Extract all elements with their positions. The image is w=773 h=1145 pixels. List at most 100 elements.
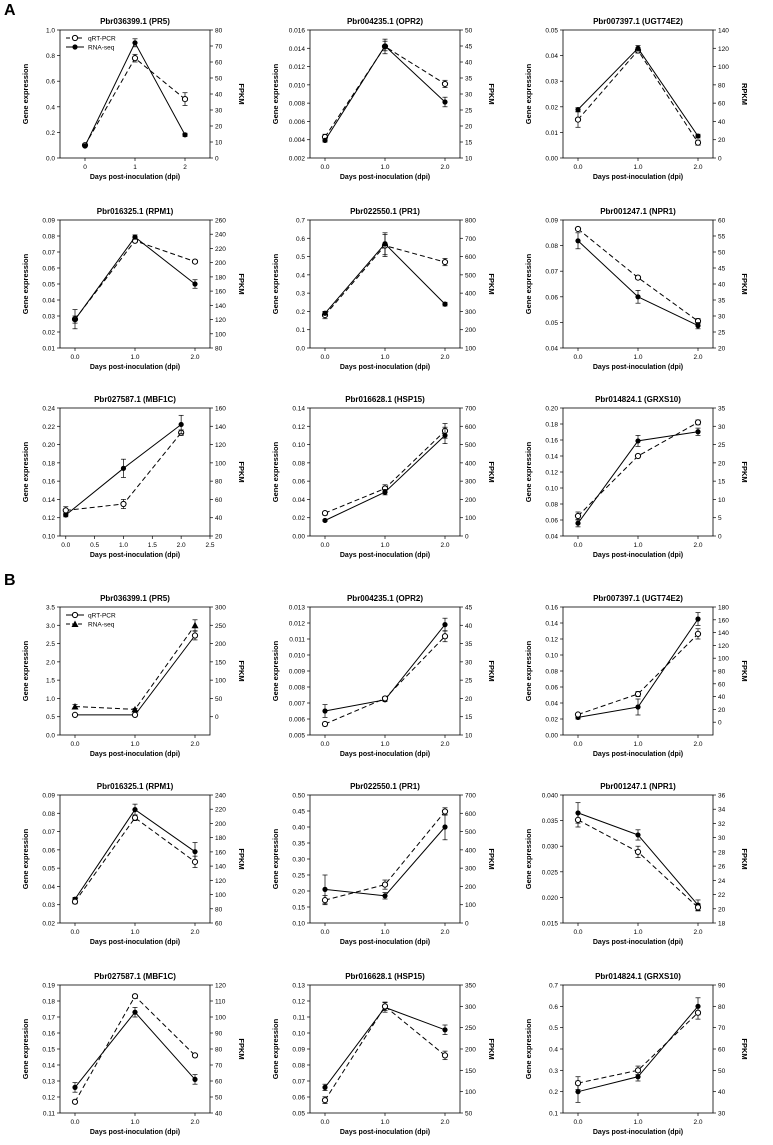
y-tick-label: 1.5 xyxy=(46,678,55,685)
y-tick-label: 0.1 xyxy=(296,327,305,334)
y-tick-label: 0.4 xyxy=(46,104,55,111)
y-tick-label: 0.04 xyxy=(545,701,558,708)
y2-tick-label: 500 xyxy=(465,272,476,279)
y-tick-label: 0.07 xyxy=(545,269,558,276)
chart-b8: Pbr016628.1 (HSP15) 0.05 0.06 0.07 0.08 0.09 0… xyxy=(271,972,496,1136)
y2-tick-label: 45 xyxy=(465,605,473,612)
data-point-rna-seq xyxy=(191,858,199,865)
y2-tick-label: 90 xyxy=(215,1031,223,1038)
y-axis-label: Gene expression xyxy=(271,441,280,502)
y2-axis-label: FPKM xyxy=(487,848,496,869)
y-tick-label: 0.0 xyxy=(46,156,55,163)
y-axis-label: Gene expression xyxy=(21,441,30,502)
y2-tick-label: 35 xyxy=(718,298,726,305)
y2-tick-label: 0 xyxy=(465,921,469,928)
y-tick-label: 0.07 xyxy=(42,250,55,257)
y-tick-label: 0.00 xyxy=(545,156,558,163)
x-tick-label: 2.0 xyxy=(693,164,702,171)
data-point-qrt-pcr xyxy=(191,258,199,265)
chart-title: Pbr004235.1 (OPR2) xyxy=(347,17,423,26)
y-tick-label: 0.08 xyxy=(42,234,55,241)
y-tick-label: 0.15 xyxy=(42,1047,55,1054)
y2-tick-label: 20 xyxy=(718,346,726,353)
x-axis-label: Days post-inoculation (dpi) xyxy=(593,939,683,946)
y2-tick-label: 25 xyxy=(465,108,473,115)
y-tick-label: 0.06 xyxy=(42,847,55,854)
y2-tick-label: 20 xyxy=(215,534,223,541)
data-point-qrt-pcr xyxy=(321,510,329,517)
x-tick-label: 0 xyxy=(83,164,87,171)
y-tick-label: 0.3 xyxy=(296,291,305,298)
data-point-rna-seq xyxy=(441,808,449,815)
chart-a7: Pbr027587.1 (MBF1C) 0.10 0.12 0.14 0.16 0.18 0… xyxy=(21,395,246,559)
series-line-qrt-pcr xyxy=(75,635,196,716)
y-tick-label: 0.06 xyxy=(545,685,558,692)
y2-axis-label: FPKM xyxy=(237,1038,246,1059)
y-axis-label: Gene expression xyxy=(524,441,533,502)
data-point-qrt-pcr xyxy=(132,807,138,813)
y-tick-label: 0.14 xyxy=(42,497,55,504)
x-tick-label: 2.0 xyxy=(190,741,199,748)
y2-tick-label: 100 xyxy=(465,346,476,353)
x-tick-label: 1.0 xyxy=(119,542,128,549)
chart-title: Pbr014824.1 (GRXS10) xyxy=(595,395,681,404)
y2-tick-label: 50 xyxy=(718,250,726,257)
data-point-rna-seq xyxy=(321,897,329,904)
y2-tick-label: 700 xyxy=(465,236,476,243)
y-tick-label: 0.20 xyxy=(42,442,55,449)
y-axis-label: Gene expression xyxy=(524,63,533,124)
y-axis-label: Gene expression xyxy=(271,828,280,889)
y2-tick-label: 100 xyxy=(718,64,729,71)
data-point-qrt-pcr xyxy=(181,96,189,103)
y-tick-label: 0.035 xyxy=(542,818,559,825)
data-point-rna-seq xyxy=(321,1097,329,1104)
y2-tick-label: 10 xyxy=(718,497,726,504)
x-tick-label: 1.0 xyxy=(130,1119,139,1126)
y2-tick-label: 15 xyxy=(718,479,726,486)
y2-tick-label: 260 xyxy=(215,218,226,225)
data-point-rna-seq xyxy=(131,814,139,821)
y2-tick-label: 600 xyxy=(465,254,476,261)
y2-tick-label: 300 xyxy=(465,309,476,316)
chart-b6: Pbr001247.1 (NPR1)0.0150.0200.0250.0300.… xyxy=(524,782,749,946)
y2-tick-label: 25 xyxy=(718,442,726,449)
data-point-rna-seq xyxy=(63,512,69,518)
x-axis-label: Days post-inoculation (dpi) xyxy=(90,1129,180,1136)
y-tick-label: 0.004 xyxy=(289,137,306,144)
y2-tick-label: 50 xyxy=(215,1095,223,1102)
series-line-rna-seq xyxy=(577,633,699,715)
y2-tick-label: 300 xyxy=(465,479,476,486)
legend-label: qRT-PCR xyxy=(88,613,116,620)
data-point-qrt-pcr xyxy=(694,139,702,146)
y2-tick-label: 70 xyxy=(215,1063,223,1070)
y2-tick-label: 0 xyxy=(215,714,219,721)
x-tick-label: 1.0 xyxy=(130,929,139,936)
y2-tick-label: 80 xyxy=(718,669,726,676)
y2-tick-label: 300 xyxy=(465,1004,476,1011)
y2-tick-label: 40 xyxy=(718,282,726,289)
y2-tick-label: 200 xyxy=(215,260,226,267)
y-axis-label: Gene expression xyxy=(524,253,533,314)
data-point-rna-seq xyxy=(131,993,139,1000)
y-tick-label: 0.16 xyxy=(545,605,558,612)
data-point-qrt-pcr xyxy=(634,452,642,460)
data-point-qrt-pcr xyxy=(131,711,139,718)
y-tick-label: 0.00 xyxy=(545,733,558,740)
data-point-rna-seq xyxy=(322,137,328,143)
chart-a3: Pbr007397.1 (UGT74E2)0.000.010.020.030.0… xyxy=(524,17,749,181)
y-tick-label: 0.18 xyxy=(545,422,558,429)
x-axis-label: Days post-inoculation (dpi) xyxy=(340,174,430,181)
x-tick-label: 2.0 xyxy=(440,354,449,361)
y2-tick-label: 400 xyxy=(465,847,476,854)
data-point-rna-seq xyxy=(441,633,449,640)
y-tick-label: 0.05 xyxy=(545,320,558,327)
x-tick-label: 2.0 xyxy=(190,929,199,936)
y2-tick-label: 45 xyxy=(718,266,726,273)
data-point-qrt-pcr xyxy=(322,1084,328,1090)
y-tick-label: 0.02 xyxy=(545,104,558,111)
data-point-qrt-pcr xyxy=(120,500,127,508)
data-point-rna-seq xyxy=(695,133,701,139)
y2-tick-label: 0 xyxy=(718,156,722,163)
